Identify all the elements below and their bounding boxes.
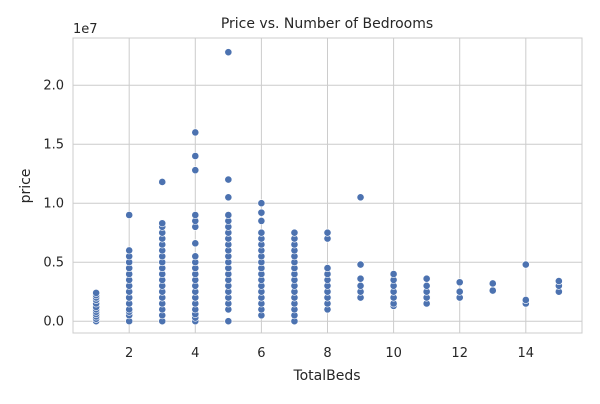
data-point — [125, 246, 134, 255]
x-tick-label: 6 — [257, 346, 265, 361]
y-tick-labels: 0.0 0.5 1.0 1.5 2.0 — [43, 79, 64, 330]
chart-title: Price vs. Number of Bedrooms — [221, 16, 433, 32]
x-tick-label: 8 — [323, 346, 331, 361]
data-point — [521, 260, 530, 269]
data-point — [191, 128, 200, 137]
x-tick-label: 10 — [385, 346, 402, 361]
data-point — [224, 317, 233, 326]
data-point — [224, 211, 233, 219]
data-point — [191, 166, 200, 175]
data-point — [224, 48, 233, 57]
x-axis-label: TotalBeds — [292, 368, 360, 384]
data-point — [455, 278, 464, 287]
data-point — [356, 260, 365, 269]
data-point — [389, 270, 398, 278]
data-point — [191, 211, 200, 219]
data-point — [356, 274, 365, 283]
data-point — [290, 228, 299, 237]
data-point — [455, 287, 464, 296]
x-tick-label: 2 — [125, 346, 133, 361]
data-point — [158, 219, 167, 228]
data-point — [191, 252, 200, 261]
data-point — [323, 228, 332, 237]
data-point — [191, 239, 200, 248]
y-tick-label: 0.5 — [43, 256, 64, 271]
data-point — [257, 228, 266, 237]
data-point — [422, 274, 431, 283]
y-tick-label: 2.0 — [43, 79, 64, 94]
y-offset-label: 1e7 — [73, 22, 98, 37]
x-tick-label: 14 — [518, 346, 535, 361]
y-axis-label: price — [18, 169, 34, 204]
data-point — [554, 277, 563, 285]
data-point — [191, 152, 200, 160]
data-points — [92, 48, 563, 326]
data-point — [257, 208, 266, 217]
data-point — [158, 178, 167, 186]
data-point — [224, 193, 233, 202]
data-point — [521, 296, 530, 304]
data-point — [125, 211, 134, 219]
y-tick-label: 1.5 — [43, 138, 64, 153]
data-point — [356, 281, 365, 290]
x-tick-label: 12 — [451, 346, 468, 361]
y-tick-label: 0.0 — [43, 315, 64, 330]
y-tick-label: 1.0 — [43, 197, 64, 212]
data-point — [422, 281, 431, 290]
x-tick-labels: 2 4 6 8 10 12 14 — [125, 346, 534, 361]
x-tick-label: 4 — [191, 346, 199, 361]
data-point — [356, 193, 365, 202]
data-point — [224, 175, 233, 184]
data-point — [488, 279, 497, 288]
data-point — [488, 286, 497, 295]
data-point — [323, 264, 332, 272]
data-point — [257, 199, 266, 208]
data-point — [257, 216, 266, 225]
data-point — [92, 288, 101, 297]
